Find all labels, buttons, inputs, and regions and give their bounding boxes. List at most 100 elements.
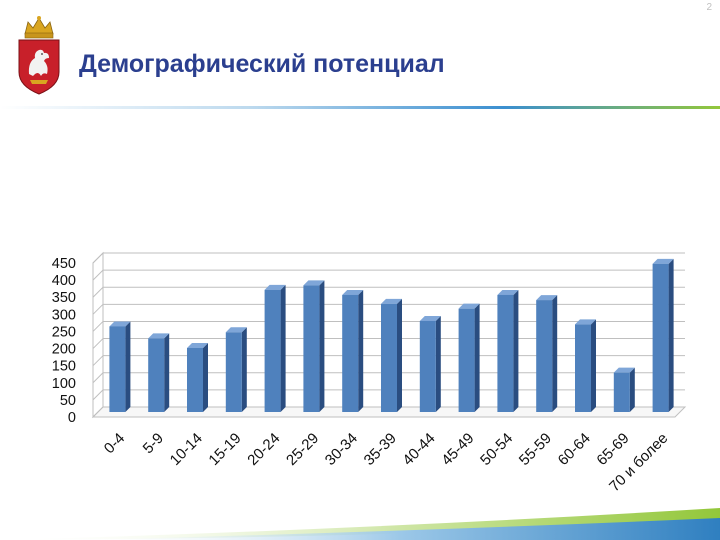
- bar: [613, 367, 635, 412]
- bar-front: [419, 320, 436, 412]
- bar-top: [419, 315, 441, 321]
- bar-front: [187, 348, 203, 412]
- bar: [303, 280, 325, 412]
- footer-swoosh-decoration: [0, 508, 720, 540]
- bar-top: [109, 321, 131, 327]
- x-category-label: 60-64: [555, 430, 594, 469]
- y-tick-label: 450: [52, 256, 76, 272]
- bar: [109, 321, 131, 412]
- y-tick-label: 0: [68, 410, 76, 426]
- bar: [264, 284, 286, 412]
- bar-front: [225, 332, 242, 412]
- bar-top: [264, 284, 286, 290]
- bar-side: [241, 327, 247, 412]
- gridline-depth: [92, 252, 104, 264]
- gridline-depth: [92, 406, 104, 418]
- x-category-label: 20-24: [244, 430, 283, 469]
- bar: [497, 289, 519, 412]
- bar-front: [613, 372, 630, 412]
- bar-side: [552, 295, 558, 412]
- bar: [458, 303, 480, 412]
- bar-front: [652, 263, 669, 412]
- x-category-label: 35-39: [361, 430, 400, 469]
- y-tick-label: 300: [52, 307, 76, 323]
- x-category-label: 30-34: [322, 430, 361, 469]
- x-axis-category-labels: 0-4 5-9 10-14 15-19 20-24 25-29 30-34 35-39 40-4…: [101, 430, 672, 495]
- bar-top: [225, 327, 247, 333]
- bar-top: [613, 367, 635, 373]
- bar: [342, 289, 364, 412]
- bar-top: [303, 280, 325, 286]
- bar-top: [148, 333, 170, 339]
- bar-top: [652, 258, 674, 264]
- y-tick-label: 100: [52, 376, 76, 392]
- gridline-depth: [92, 286, 104, 298]
- gridline-depth: [92, 303, 104, 315]
- bar-side: [125, 321, 131, 412]
- x-category-label: 25-29: [283, 430, 322, 469]
- y-tick-label: 150: [52, 359, 76, 375]
- bar: [419, 315, 441, 412]
- bar-side: [629, 367, 635, 412]
- bar: [652, 258, 674, 412]
- bar: [225, 327, 247, 412]
- side-wall: [92, 251, 104, 419]
- chart-bars: [109, 258, 674, 412]
- bar-side: [203, 343, 208, 412]
- bar-side: [591, 319, 596, 412]
- y-tick-label: 250: [52, 324, 76, 340]
- x-category-label: 55-59: [516, 430, 555, 469]
- sverdlovsk-coat-of-arms-icon: [18, 16, 60, 95]
- bar-front: [109, 326, 126, 412]
- bar-top: [497, 289, 519, 295]
- x-category-label: 50-54: [477, 430, 516, 469]
- bar-side: [474, 303, 480, 412]
- gridline-depth: [92, 372, 104, 384]
- bar-side: [280, 284, 286, 412]
- bar-front: [575, 324, 591, 412]
- bar-front: [381, 303, 397, 412]
- bar-side: [397, 298, 402, 412]
- gridline-depth: [92, 338, 104, 349]
- x-category-label: 10-14: [167, 430, 206, 469]
- bar-front: [264, 289, 281, 412]
- bar-side: [435, 315, 441, 412]
- gridline-depth: [92, 389, 104, 401]
- y-tick-label: 400: [52, 273, 76, 289]
- gridline-depth: [92, 321, 104, 332]
- bar-top: [342, 289, 364, 295]
- bar-top: [536, 295, 558, 301]
- bar: [575, 319, 596, 412]
- bar-side: [319, 280, 325, 412]
- bar-front: [458, 308, 475, 412]
- slide-header: Демографический потенциал 2: [0, 0, 720, 110]
- x-category-label: 0-4: [101, 430, 128, 457]
- gridline-depth: [92, 269, 104, 281]
- bar-side: [668, 258, 674, 412]
- x-category-label: 40-44: [399, 430, 438, 469]
- bar-side: [164, 333, 170, 412]
- bar-top: [381, 298, 402, 304]
- gridline-depth: [92, 355, 104, 367]
- x-category-label: 5-9: [140, 430, 167, 457]
- bar-side: [358, 289, 364, 412]
- y-tick-label: 200: [52, 342, 76, 358]
- bar-top: [458, 303, 480, 309]
- bar: [148, 333, 170, 412]
- bar-top: [187, 343, 208, 349]
- slide-title: Демографический потенциал: [79, 50, 445, 78]
- bar-front: [536, 300, 553, 412]
- x-category-label: 45-49: [438, 430, 477, 469]
- y-tick-label: 50: [60, 393, 76, 409]
- bar-side: [513, 289, 519, 412]
- bar: [187, 343, 208, 412]
- y-tick-label: 350: [52, 290, 76, 306]
- bar-front: [342, 294, 359, 412]
- bar-front: [303, 285, 320, 412]
- bar: [536, 295, 558, 412]
- bar: [381, 298, 402, 412]
- bar-front: [497, 294, 514, 412]
- header-divider: [0, 106, 720, 109]
